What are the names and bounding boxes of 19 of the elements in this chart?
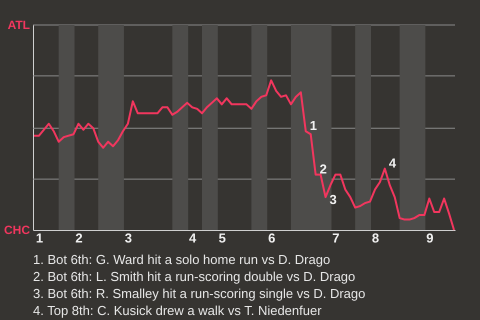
text: 3. Bot 6th: R. Smalley hit a run-scoring single vs D. Drago: [33, 286, 366, 301]
annotation: 1: [310, 118, 318, 134]
annotation: 2: [320, 162, 327, 177]
x-tick-label: 5: [218, 230, 226, 246]
x-tick-label: 9: [426, 230, 434, 246]
text: 1. Bot 6th: G. Ward hit a solo home run vs D. Drago: [33, 252, 330, 267]
annotation: 3: [330, 192, 337, 208]
x-tick-label: 8: [372, 230, 380, 246]
text: ATL: [8, 18, 30, 32]
x-tick-label: 4: [189, 230, 197, 246]
x-tick-label: 6: [268, 230, 276, 246]
x-tick-label: 2: [75, 230, 83, 246]
x-tick-label: 7: [332, 230, 340, 246]
text: 4. Top 8th: C. Kusick drew a walk vs T. Niedenfuer: [33, 303, 322, 318]
annotation: 4: [388, 156, 397, 171]
text: CHC: [4, 223, 30, 237]
text: 2. Bot 6th: L. Smith hit a run-scoring double vs D. Drago: [33, 269, 356, 284]
x-tick-label: 3: [124, 230, 132, 246]
x-tick-label: 1: [36, 230, 44, 246]
